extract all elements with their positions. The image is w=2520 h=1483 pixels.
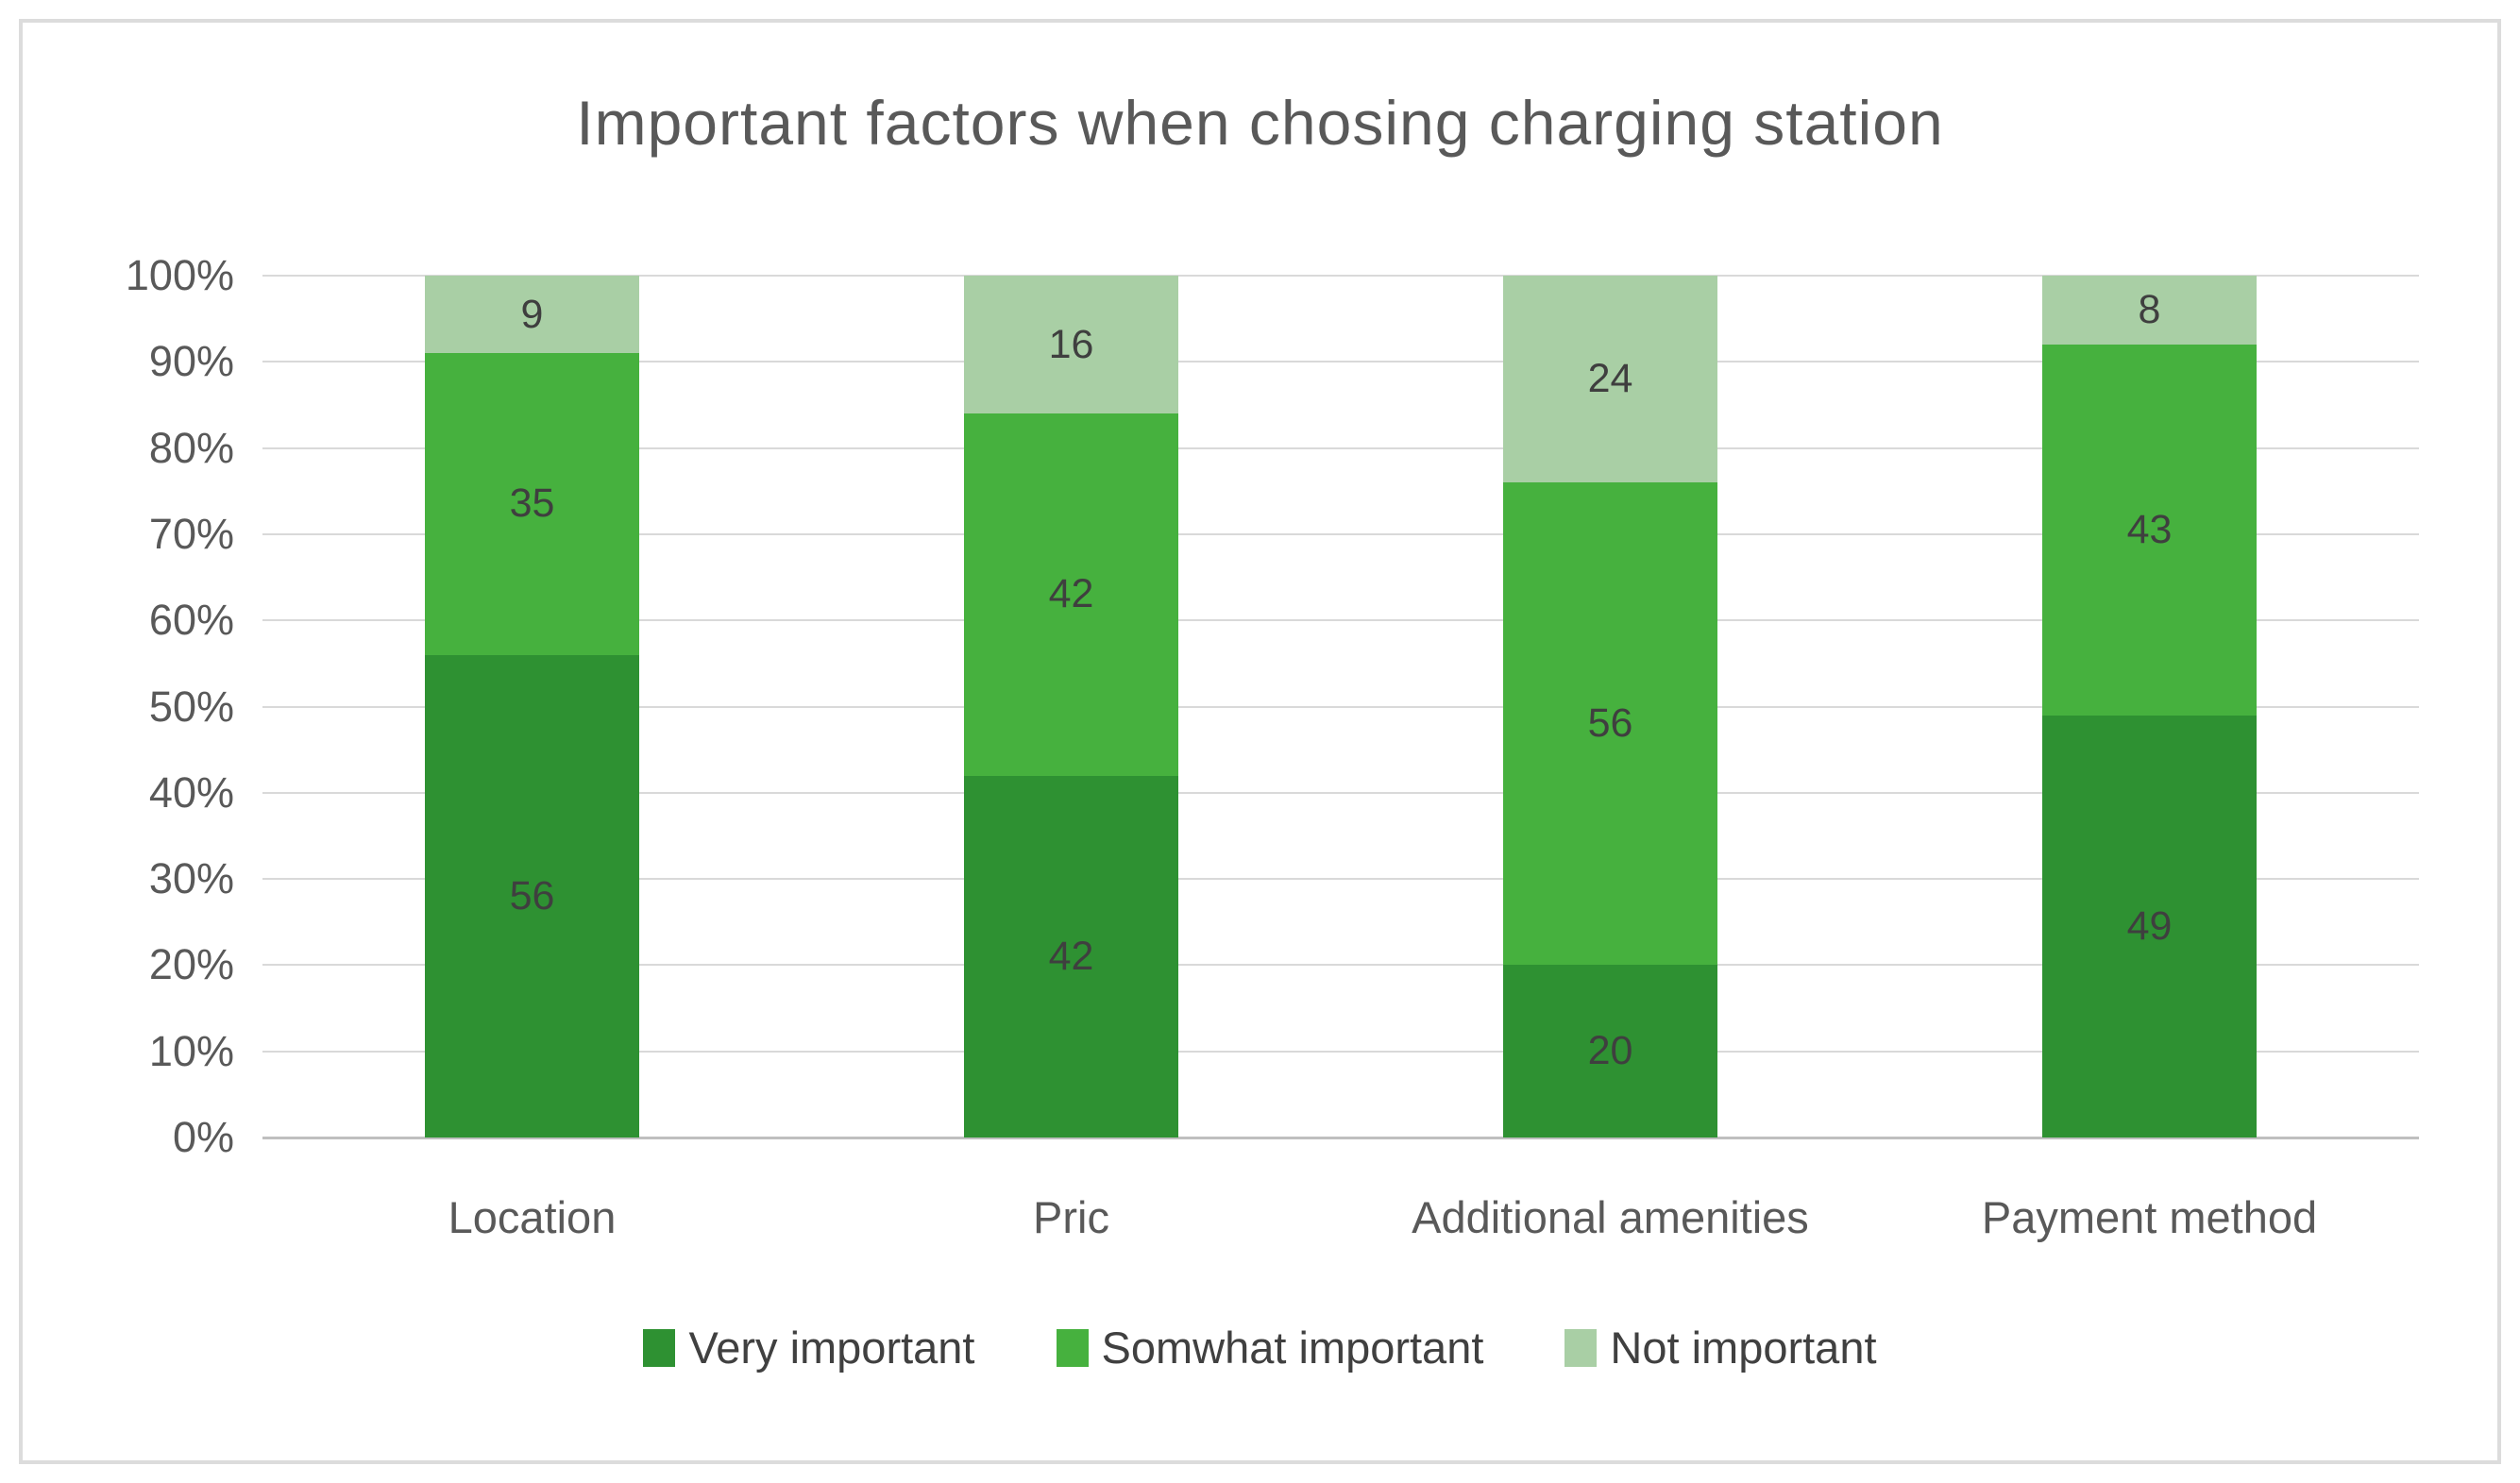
- x-label-pric: Pric: [1033, 1192, 1109, 1242]
- bar-location: 56 35 9: [425, 276, 639, 1138]
- y-tick-label: 20%: [148, 940, 234, 989]
- data-label: 35: [509, 480, 555, 527]
- data-label: 49: [2126, 902, 2173, 949]
- legend-swatch-icon: [1056, 1328, 1089, 1367]
- legend: Very important Somwhat important Not impor…: [0, 1322, 2520, 1373]
- data-label: 20: [1587, 1028, 1633, 1074]
- gridline: [262, 275, 2419, 277]
- segment-somwhat-important: 42: [964, 413, 1178, 776]
- legend-label: Not important: [1610, 1323, 1877, 1373]
- x-label-additional-amenities: Additional amenities: [1412, 1192, 1809, 1242]
- x-label-payment-method: Payment method: [1981, 1192, 2318, 1242]
- segment-somwhat-important: 56: [1503, 482, 1717, 966]
- y-tick-label: 90%: [148, 337, 234, 386]
- legend-swatch-icon: [1564, 1328, 1598, 1367]
- y-tick-label: 60%: [148, 596, 234, 645]
- gridline: [262, 532, 2419, 535]
- data-label: 24: [1587, 356, 1633, 402]
- y-tick-label: 40%: [148, 767, 234, 817]
- legend-label: Very important: [688, 1323, 975, 1373]
- y-tick-label: 80%: [148, 423, 234, 472]
- segment-very-important: 20: [1503, 965, 1717, 1138]
- y-tick-label: 100%: [125, 251, 234, 299]
- legend-swatch-icon: [643, 1328, 676, 1367]
- y-tick-label: 50%: [148, 682, 234, 731]
- segment-not-important: 8: [2042, 276, 2257, 345]
- data-label: 9: [520, 291, 544, 337]
- segment-not-important: 9: [425, 276, 639, 354]
- segment-very-important: 42: [964, 775, 1178, 1138]
- data-label: 43: [2126, 506, 2173, 552]
- gridline: [262, 1050, 2419, 1053]
- segment-somwhat-important: 43: [2042, 345, 2257, 716]
- data-label: 16: [1048, 321, 1094, 367]
- segment-very-important: 56: [425, 654, 639, 1138]
- segment-somwhat-important: 35: [425, 353, 639, 655]
- x-axis: Location Pric Additional amenities Payment …: [262, 1191, 2419, 1257]
- gridline: [262, 361, 2419, 363]
- gridline: [262, 447, 2419, 449]
- bar-pric: 42 42 16: [964, 276, 1178, 1138]
- segment-not-important: 16: [964, 276, 1178, 414]
- segment-very-important: 49: [2042, 715, 2257, 1138]
- y-tick-label: 70%: [148, 509, 234, 558]
- legend-entry-very-important: Very important: [643, 1322, 975, 1373]
- gridline: [262, 619, 2419, 622]
- data-label: 42: [1048, 933, 1094, 979]
- bar-payment-method: 49 43 8: [2042, 276, 2257, 1138]
- segment-not-important: 24: [1503, 276, 1717, 483]
- data-label: 56: [1587, 700, 1633, 747]
- y-tick-label: 0%: [172, 1113, 234, 1161]
- legend-entry-not-important: Not important: [1564, 1322, 1877, 1373]
- y-tick-label: 10%: [148, 1026, 234, 1075]
- gridline: [262, 964, 2419, 967]
- x-label-location: Location: [448, 1192, 617, 1242]
- x-axis-line: [262, 1137, 2419, 1139]
- legend-label: Somwhat important: [1101, 1323, 1484, 1373]
- plot-area: 56 35 9 42 42 16 20 56 24 49 43 8: [262, 275, 2419, 1139]
- data-label: 56: [509, 872, 555, 918]
- legend-entry-somwhat-important: Somwhat important: [1056, 1322, 1484, 1373]
- data-label: 42: [1048, 571, 1094, 617]
- y-tick-label: 30%: [148, 854, 234, 903]
- gridline: [262, 705, 2419, 708]
- gridline: [262, 878, 2419, 881]
- gridline: [262, 791, 2419, 794]
- y-axis: 0% 10% 20% 30% 40% 50% 60% 70% 80% 90% 100%: [0, 251, 234, 1161]
- data-label: 8: [2138, 287, 2161, 333]
- chart-title: Important factors when chosing charging …: [576, 88, 1944, 158]
- bar-additional-amenities: 20 56 24: [1503, 276, 1717, 1138]
